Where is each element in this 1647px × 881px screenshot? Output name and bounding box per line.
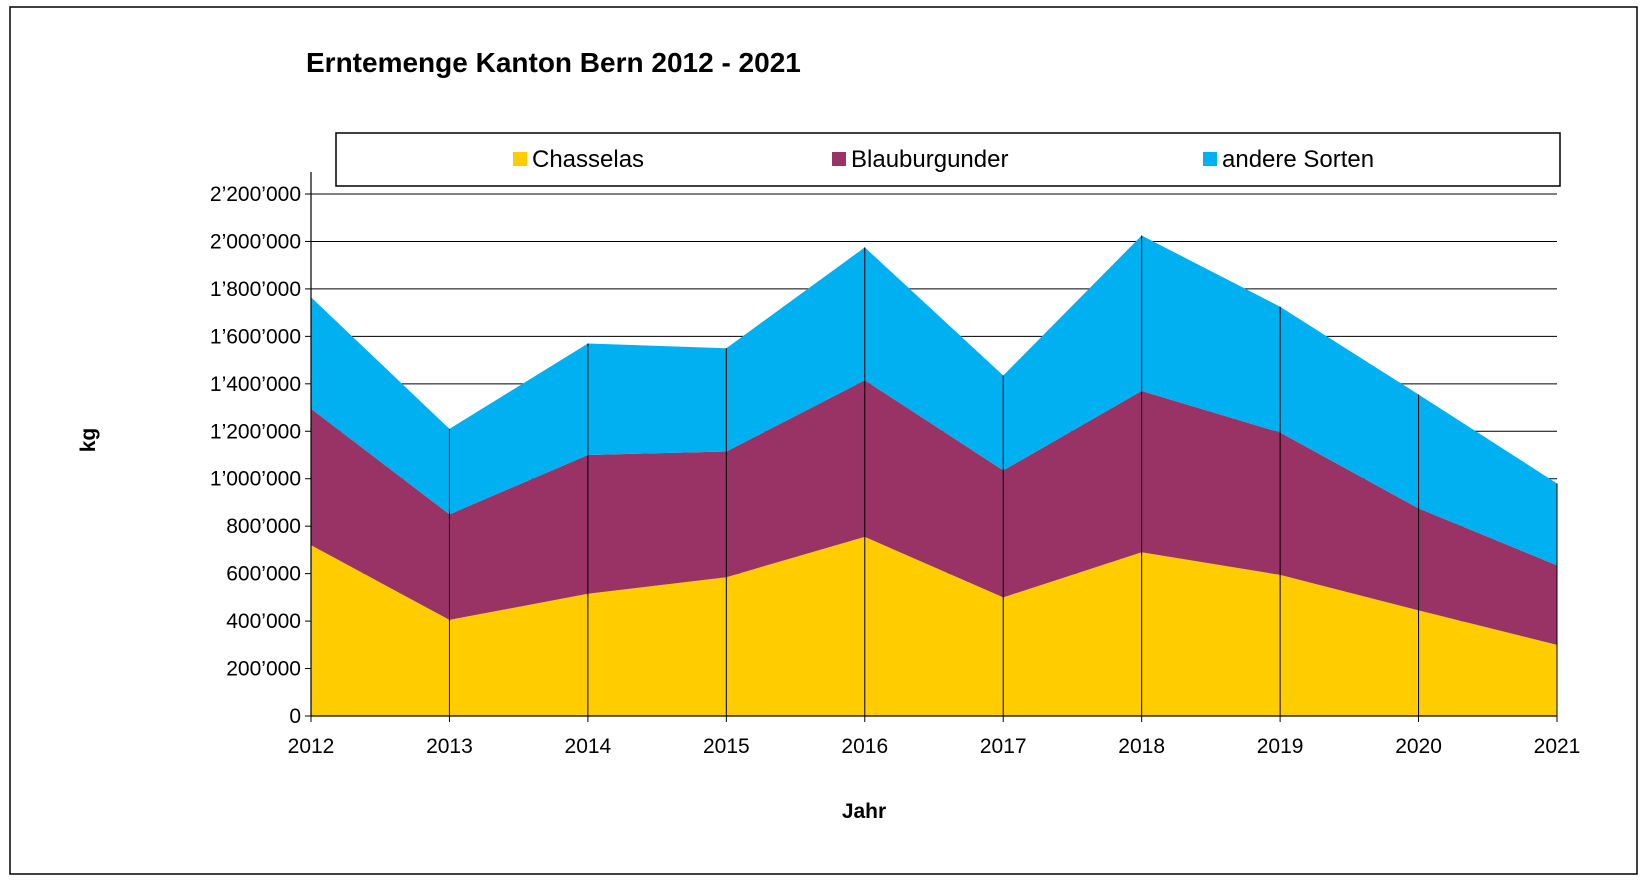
area-blauburgunder xyxy=(311,380,1557,645)
legend-swatch xyxy=(513,152,527,166)
y-tick-label: 400’000 xyxy=(226,610,301,633)
y-tick-label: 1’800’000 xyxy=(210,278,301,301)
legend-item-blauburgunder: Blauburgunder xyxy=(832,146,1008,173)
y-tick-label: 1’200’000 xyxy=(210,420,301,443)
chart-title: Erntemenge Kanton Bern 2012 - 2021 xyxy=(306,47,801,78)
x-tick-label: 2016 xyxy=(841,735,888,758)
y-tick-label: 2’000’000 xyxy=(210,230,301,253)
x-tick-label: 2017 xyxy=(980,735,1027,758)
y-tick-label: 0 xyxy=(289,705,301,728)
x-tick-label: 2018 xyxy=(1118,735,1165,758)
x-tick-label: 2014 xyxy=(565,735,612,758)
area-series xyxy=(311,235,1557,716)
area-andere-sorten xyxy=(311,235,1557,566)
x-tick-label: 2020 xyxy=(1395,735,1442,758)
y-axis-title: kg xyxy=(77,428,100,453)
legend-item-chasselas: Chasselas xyxy=(513,146,644,173)
y-tick-label: 600’000 xyxy=(226,563,301,586)
x-axis-title: Jahr xyxy=(842,800,886,823)
y-tick-label: 1’000’000 xyxy=(210,468,301,491)
y-tick-labels: 0 200’000 400’000 600’000 800’000 1’000’000 1’… xyxy=(210,183,301,728)
legend-swatch xyxy=(1203,152,1217,166)
area-chasselas xyxy=(311,536,1557,716)
legend-box xyxy=(335,132,1561,187)
axes xyxy=(305,172,1558,722)
x-tick-label: 2021 xyxy=(1534,735,1581,758)
y-tick-label: 200’000 xyxy=(226,658,301,681)
y-tick-label: 1’600’000 xyxy=(210,325,301,348)
y-tick-label: 800’000 xyxy=(226,515,301,538)
x-tick-labels: 2012 2013 2014 2015 2016 2017 2018 2019 2020 2021 xyxy=(288,735,1581,758)
y-tick-label: 2’200’000 xyxy=(210,183,301,206)
legend-label: Blauburgunder xyxy=(851,146,1008,173)
x-tick-label: 2019 xyxy=(1257,735,1304,758)
legend: Chasselas Blauburgunder andere Sorten xyxy=(513,146,1374,173)
legend-label: Chasselas xyxy=(532,146,644,173)
legend-label: andere Sorten xyxy=(1222,146,1374,173)
legend-swatch xyxy=(832,152,846,166)
x-tick-label: 2012 xyxy=(288,735,335,758)
x-tick-label: 2015 xyxy=(703,735,750,758)
legend-item-andere-sorten: andere Sorten xyxy=(1203,146,1374,173)
x-tick-label: 2013 xyxy=(426,735,473,758)
y-tick-label: 1’400’000 xyxy=(210,373,301,396)
